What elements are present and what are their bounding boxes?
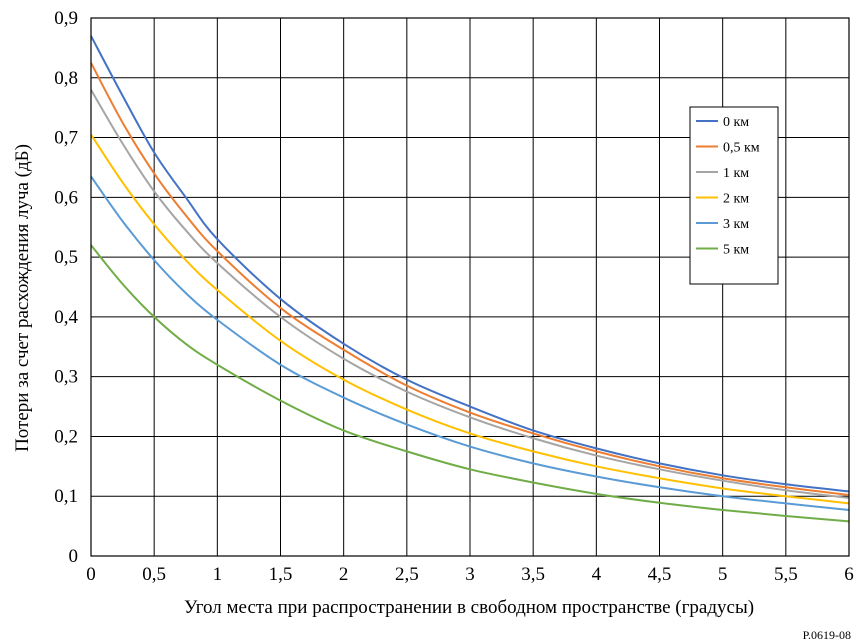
legend-label: 2 км [723, 192, 749, 207]
legend-box [689, 106, 779, 285]
series-line [90, 35, 850, 493]
legend-label: 3 км [723, 217, 749, 232]
legend-label: 1 км [723, 166, 749, 181]
x-tick-label: 4,5 [648, 564, 672, 585]
y-axis-title: Потери за счет расхождения луча (дБ) [12, 144, 33, 452]
x-tick-label: 4 [592, 564, 602, 585]
y-tick-label: 0,8 [54, 68, 78, 89]
legend: 0 км 0,5 км 1 км 2 км 3 км 5 км [689, 106, 779, 285]
y-tick-label: 0 [69, 546, 79, 567]
x-tick-label: 2,5 [395, 564, 419, 585]
x-tick-label: 5 [718, 564, 728, 585]
grid [90, 17, 850, 557]
series-line [90, 89, 850, 500]
y-tick-label: 0,4 [54, 307, 78, 328]
legend-label: 5 км [723, 243, 749, 258]
x-tick-label: 3,5 [521, 564, 545, 585]
y-tick-label: 0,3 [54, 367, 78, 388]
legend-label: 0 км [723, 115, 749, 130]
series-line [90, 134, 850, 505]
y-tick-label: 0,7 [54, 128, 78, 149]
x-axis-title: Угол места при распространении в свободн… [184, 597, 754, 618]
x-tick-label: 1 [213, 564, 223, 585]
y-tick-label: 0,2 [54, 426, 78, 447]
figure-id: P.0619-08 [803, 628, 851, 642]
x-tick-label: 0 [86, 564, 96, 585]
series-line [90, 244, 850, 523]
x-tick-label: 3 [465, 564, 475, 585]
y-tick-label: 0,1 [54, 486, 78, 507]
series-line [90, 62, 850, 497]
x-tick-label: 2 [339, 564, 349, 585]
series-line [90, 175, 850, 511]
plot-frame [90, 17, 850, 557]
y-tick-label: 0,9 [54, 8, 78, 29]
axes [90, 17, 850, 557]
series-lines [90, 35, 850, 523]
y-tick-label: 0,6 [54, 187, 78, 208]
y-tick-label: 0,5 [54, 247, 78, 268]
x-tick-label: 1,5 [269, 564, 293, 585]
legend-label: 0,5 км [723, 141, 760, 156]
x-tick-label: 6 [844, 564, 854, 585]
y-tick-labels: 0 0,1 0,2 0,3 0,4 0,5 0,6 0,7 0,8 0,9 [54, 8, 78, 567]
x-tick-labels: 0 0,5 1 1,5 2 2,5 3 3,5 4 4,5 5 5,5 6 [86, 564, 854, 585]
x-tick-label: 0,5 [142, 564, 166, 585]
x-tick-label: 5,5 [774, 564, 798, 585]
